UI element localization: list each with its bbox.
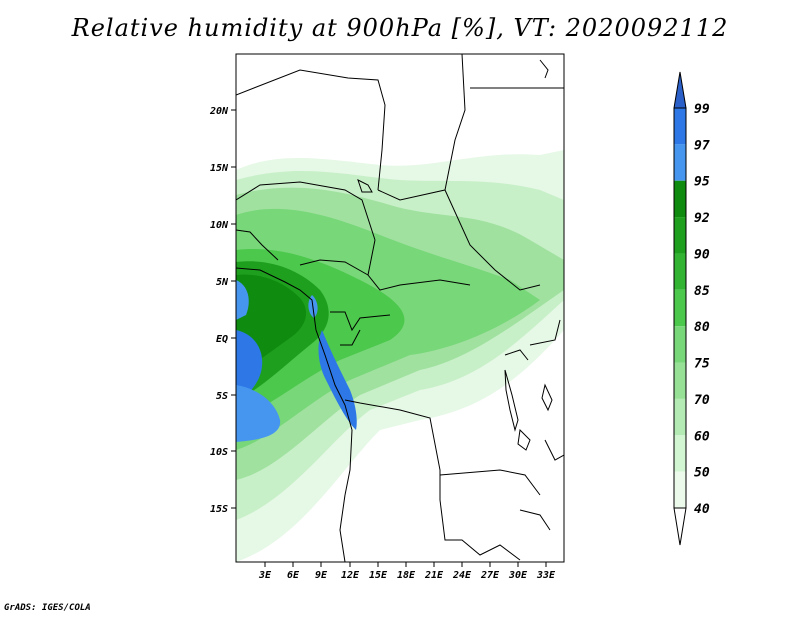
colorbar-segment: [674, 326, 686, 363]
lon-tick-label: 15E: [369, 570, 388, 581]
colorbar-level-label: 92: [694, 211, 710, 226]
lat-tick-label: 20N: [209, 106, 229, 117]
lat-tick-label: 10N: [210, 220, 229, 231]
colorbar-level-label: 97: [694, 138, 710, 153]
lat-tick-label: 15S: [210, 504, 228, 515]
colorbar-level-label: 95: [694, 175, 710, 190]
colorbar-segment: [674, 362, 686, 399]
credit-text: GrADS: IGES/COLA: [4, 603, 91, 613]
colorbar-level-label: 60: [694, 429, 710, 444]
lon-axis: 3E 6E 9E 12E 15E 18E 21E 24E 27E 30E 33E: [258, 562, 556, 581]
colorbar-segment: [674, 471, 686, 508]
chart-title: Relative humidity at 900hPa [%], VT: 202…: [71, 14, 729, 42]
colorbar: 99 97 95 92 90 85 80 75 70 60 50 40: [673, 71, 710, 546]
colorbar-level-label: 50: [694, 466, 710, 481]
lon-tick-label: 6E: [287, 570, 300, 581]
colorbar-segment: [674, 253, 686, 290]
lon-tick-label: 12E: [341, 570, 360, 581]
lon-tick-label: 30E: [508, 570, 528, 581]
colorbar-segment: [674, 144, 686, 181]
humidity-field: [236, 54, 564, 562]
colorbar-level-label: 80: [694, 320, 710, 335]
country-borders: [236, 54, 564, 562]
colorbar-outline: [673, 107, 687, 509]
colorbar-top-triangle: [673, 71, 687, 109]
colorbar-segment: [674, 435, 686, 472]
colorbar-level-label: 75: [694, 357, 710, 372]
colorbar-level-label: 99: [694, 102, 710, 117]
lon-tick-label: 27E: [480, 570, 500, 581]
colorbar-level-label: 40: [694, 502, 710, 517]
lat-tick-label: EQ: [216, 334, 228, 345]
colorbar-segment: [674, 217, 686, 254]
colorbar-segment: [674, 289, 686, 327]
lon-tick-label: 3E: [258, 570, 272, 581]
lat-axis: 20N 15N 10N 5N EQ 5S 10S 15S: [209, 106, 236, 515]
lon-tick-label: 33E: [536, 570, 556, 581]
lat-tick-label: 5N: [216, 277, 229, 288]
colorbar-level-label: 70: [694, 393, 710, 408]
lon-tick-label: 21E: [424, 570, 444, 581]
colorbar-segment: [674, 180, 686, 218]
lon-tick-label: 24E: [452, 570, 472, 581]
lat-tick-label: 15N: [210, 163, 229, 174]
colorbar-segment: [674, 398, 686, 436]
lon-tick-label: 18E: [397, 570, 416, 581]
lat-tick-label: 10S: [210, 447, 228, 458]
lon-tick-label: 9E: [315, 570, 328, 581]
colorbar-level-label: 85: [694, 284, 710, 299]
colorbar-segment: [674, 108, 686, 145]
lat-tick-label: 5S: [216, 391, 228, 402]
colorbar-bottom-triangle: [673, 507, 687, 546]
map-frame: [235, 53, 565, 563]
colorbar-level-label: 90: [694, 247, 710, 262]
